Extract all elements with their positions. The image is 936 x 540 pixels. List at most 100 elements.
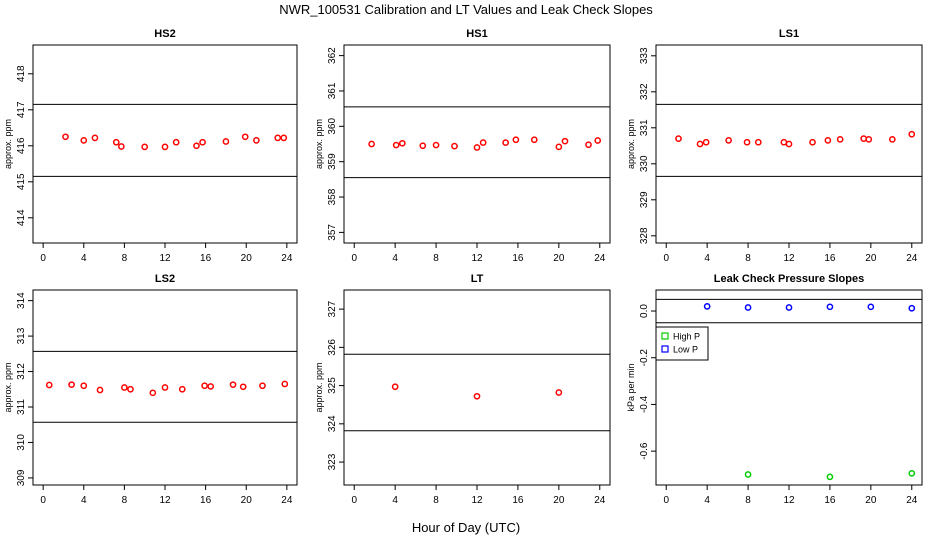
data-point [502,139,509,146]
data-point [743,138,751,146]
y-tick-label: 333 [639,47,650,64]
data-point [199,138,206,146]
data-point [419,142,427,150]
data-point [785,140,793,148]
panel-title: Leak Check Pressure Slopes [714,273,864,285]
data-point [96,386,104,394]
data-point [908,469,916,477]
y-tick-label: 326 [327,339,338,356]
data-point [555,389,563,396]
y-axis-label: kPa per min [626,363,636,411]
data-point [867,303,875,311]
data-point [149,389,157,397]
x-tick-label: 16 [200,253,212,264]
panel-3: LS1 approx. ppm 0 4 8 12 16 20 24 328 329 330 331 332… [626,28,923,264]
panel-title: LS1 [779,28,799,40]
y-tick-label: 311 [16,399,27,415]
x-tick-label: 12 [471,253,483,264]
data-point [479,139,487,146]
x-tick-label: 12 [471,495,483,506]
y-tick-label: 360 [327,118,338,135]
y-tick-label: 323 [327,453,338,470]
y-tick-label: 362 [327,47,338,64]
data-point [555,143,563,151]
data-point [259,382,266,390]
x-tick-label: 8 [433,495,439,506]
x-tick-label: 0 [351,495,357,506]
data-point [241,133,249,141]
plot-frame [343,44,611,244]
x-tick-label: 24 [281,253,293,264]
x-tick-label: 16 [512,253,524,264]
data-point [725,137,732,144]
x-tick-label: 4 [704,253,710,264]
y-tick-label: 415 [16,173,27,190]
plot-frame [655,44,923,244]
data-point [161,143,169,151]
y-axis-label: approx. ppm [3,362,13,412]
data-point [702,138,710,146]
x-tick-label: 8 [745,253,751,264]
y-tick-label: 358 [327,188,338,205]
data-point [836,135,844,143]
y-axis-label: approx. ppm [626,119,636,169]
legend-label: High P [673,332,700,342]
data-point [860,135,868,142]
data-point [826,303,834,311]
y-tick-label: 332 [639,83,650,100]
data-point [908,130,916,138]
x-tick-label: 24 [594,253,606,264]
data-point [744,471,752,478]
data-point [280,134,288,142]
y-tick-label: 309 [16,469,27,486]
panel-title: HS2 [154,28,175,40]
x-tick-label: 4 [392,253,398,264]
x-tick-label: 20 [553,495,565,506]
y-tick-label: 327 [327,300,338,317]
data-point [274,134,282,142]
x-tick-label: 20 [865,253,877,264]
x-tick-label: 0 [663,495,669,506]
data-point [222,138,230,145]
data-point [432,141,440,149]
data-point [117,143,125,150]
data-point [561,137,569,145]
x-tick-label: 16 [200,495,212,506]
data-point [785,304,793,311]
data-point [398,139,406,147]
figure-title: NWR_100531 Calibration and LT Values and… [279,2,653,17]
y-tick-label: -0.6 [639,442,650,460]
y-tick-label: -0.4 [639,395,650,413]
data-point [754,138,762,146]
y-tick-label: 314 [16,292,27,309]
legend-label: Low P [673,345,698,355]
data-point [696,140,704,148]
panel-title: LS2 [155,273,175,285]
data-point [112,138,120,146]
y-tick-label: 417 [16,101,27,118]
y-axis-label: approx. ppm [314,362,324,412]
x-tick-label: 12 [159,253,171,264]
panel-1: HS2 approx. ppm 0 4 8 12 16 20 24 414 415 416 417 418 [3,28,298,264]
y-tick-label: 330 [639,155,650,172]
data-point [824,137,832,144]
data-point [141,143,149,151]
data-point [172,138,180,146]
data-point [908,304,916,312]
data-point [392,141,400,149]
data-point [675,135,682,142]
x-tick-label: 0 [40,495,46,506]
panel-2: HS1 approx. ppm 0 4 8 12 16 20 24 357 358 359 360 361… [314,28,611,264]
data-point [473,144,481,151]
plot-frame [343,289,611,486]
data-point [744,304,752,311]
y-tick-label: 357 [327,224,338,241]
x-tick-label: 12 [783,495,795,506]
data-point [121,384,128,391]
x-tick-label: 0 [351,253,357,264]
y-tick-label: 416 [16,137,27,154]
data-point [530,136,538,144]
x-tick-label: 24 [906,495,918,506]
x-tick-label: 24 [906,253,918,264]
